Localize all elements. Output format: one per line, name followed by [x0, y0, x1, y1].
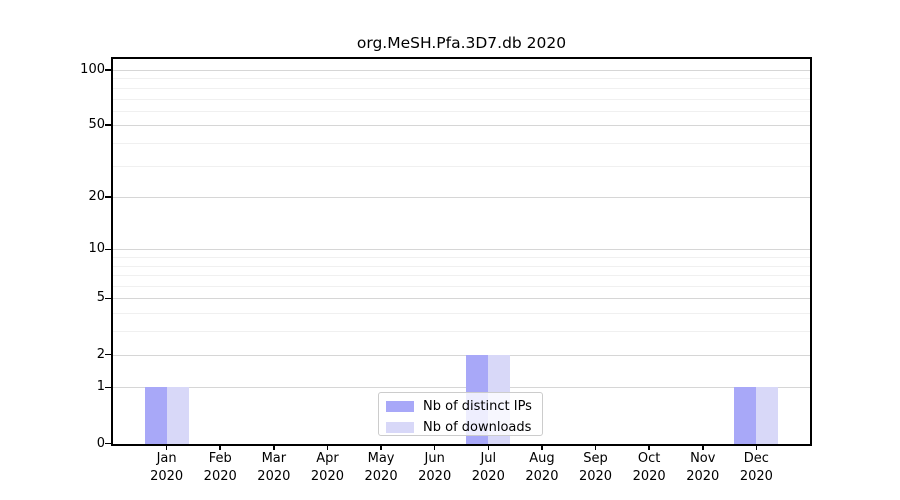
y-tick-mark	[105, 442, 111, 445]
x-tick-label-month: Aug	[529, 451, 555, 466]
x-tick-label-month: Jul	[480, 451, 497, 466]
x-tick-mark	[219, 446, 222, 450]
y-tick-label: 5	[96, 290, 105, 306]
x-tick-label-month: Apr	[316, 451, 339, 466]
bar-dec-distinct-ips	[734, 387, 757, 444]
y-tick-mark	[105, 69, 111, 71]
x-tick-label-month: Feb	[208, 451, 232, 466]
gridline-major	[113, 249, 810, 251]
x-tick-mark	[594, 446, 597, 450]
x-tick-label-month: Jan	[156, 451, 177, 466]
x-tick-label: Mar 2020	[239, 450, 309, 485]
legend-swatch	[386, 421, 414, 433]
x-tick-label-year: 2020	[150, 468, 184, 484]
x-tick-label-year: 2020	[686, 468, 720, 484]
x-tick-label: Jun 2020	[400, 450, 470, 485]
x-tick-label: Aug 2020	[507, 450, 577, 485]
y-tick-mark	[105, 386, 111, 389]
x-tick-label-month: Sep	[583, 451, 608, 466]
x-tick-label: Jul 2020	[453, 450, 523, 485]
plot-area	[113, 59, 810, 444]
bar-jan-downloads	[166, 387, 189, 444]
x-tick-label-month: Nov	[690, 451, 716, 466]
x-tick-label-month: Dec	[743, 451, 769, 466]
gridline-minor	[113, 286, 810, 288]
gridline-major	[113, 354, 810, 356]
x-tick-label-year: 2020	[525, 468, 559, 484]
y-tick-label: 50	[88, 117, 105, 133]
gridline-major	[113, 298, 810, 300]
chart-title: org.MeSH.Pfa.3D7.db 2020	[356, 34, 567, 52]
x-tick-label: Apr 2020	[292, 450, 362, 485]
gridline-minor	[113, 98, 810, 100]
y-tick-label: 20	[88, 189, 105, 205]
legend-item-label: Nb of distinct IPs	[423, 398, 532, 414]
gridline-major	[113, 387, 810, 389]
x-tick-label-year: 2020	[310, 468, 344, 484]
y-tick-mark	[105, 196, 111, 198]
x-tick-label-month: Mar	[261, 451, 287, 466]
y-tick-label: 10	[88, 241, 105, 257]
y-tick-mark	[105, 248, 111, 251]
x-tick-label-year: 2020	[739, 468, 773, 484]
x-tick-label: Oct 2020	[614, 450, 684, 485]
gridline-minor	[113, 110, 810, 112]
x-tick-label-year: 2020	[364, 468, 398, 484]
x-tick-label: Nov 2020	[668, 450, 738, 485]
x-tick-label-year: 2020	[471, 468, 505, 484]
y-tick-label: 2	[96, 346, 105, 362]
x-tick-label: Sep 2020	[561, 450, 631, 485]
x-tick-mark	[755, 446, 758, 450]
x-tick-label-year: 2020	[578, 468, 613, 484]
y-tick-mark	[105, 124, 111, 127]
bar-jan-distinct-ips	[144, 387, 167, 444]
x-tick-mark	[541, 446, 543, 450]
x-tick-label: May 2020	[346, 450, 416, 485]
legend-item-label: Nb of downloads	[423, 419, 532, 435]
x-tick-mark	[701, 446, 704, 450]
y-tick-label: 1	[96, 379, 105, 395]
gridline-minor	[113, 313, 810, 315]
legend-item: Nb of downloads	[379, 418, 542, 436]
gridline-major	[113, 125, 810, 127]
gridline-minor	[113, 331, 810, 333]
gridline-major	[113, 70, 810, 71]
y-tick-label: 100	[80, 62, 105, 77]
gridline-minor	[113, 257, 810, 259]
y-tick-label: 0	[96, 435, 105, 451]
x-tick-label-year: 2020	[418, 468, 452, 484]
gridline-minor	[113, 275, 810, 277]
x-tick-label: Dec 2020	[721, 450, 791, 485]
x-tick-mark	[326, 446, 329, 450]
bar-dec-downloads	[756, 387, 779, 444]
x-tick-label-year: 2020	[203, 468, 237, 484]
gridline-minor	[113, 165, 810, 167]
x-tick-label: Jan 2020	[132, 450, 202, 485]
legend-swatch	[386, 400, 414, 412]
gridline-minor	[113, 142, 810, 144]
x-tick-mark	[273, 446, 275, 450]
x-tick-label: Feb 2020	[185, 450, 255, 485]
gridline-major	[113, 197, 810, 199]
x-tick-label-year: 2020	[632, 468, 666, 484]
legend-item: Nb of distinct IPs	[379, 397, 542, 415]
y-tick-mark	[105, 297, 111, 300]
x-tick-mark	[433, 446, 436, 450]
x-tick-mark	[648, 446, 650, 450]
gridline-minor	[113, 87, 810, 89]
x-tick-label-month: May	[367, 451, 395, 466]
x-tick-label-year: 2020	[257, 468, 291, 484]
legend: Nb of distinct IPs Nb of downloads	[378, 392, 543, 436]
gridline-minor	[113, 265, 810, 267]
x-tick-label-month: Oct	[637, 451, 661, 466]
x-tick-mark	[487, 446, 490, 450]
x-tick-mark	[380, 446, 382, 450]
x-tick-label-month: Jun	[424, 451, 445, 466]
x-tick-mark	[165, 446, 168, 450]
gridline-minor	[113, 78, 810, 80]
y-tick-mark	[105, 353, 111, 356]
